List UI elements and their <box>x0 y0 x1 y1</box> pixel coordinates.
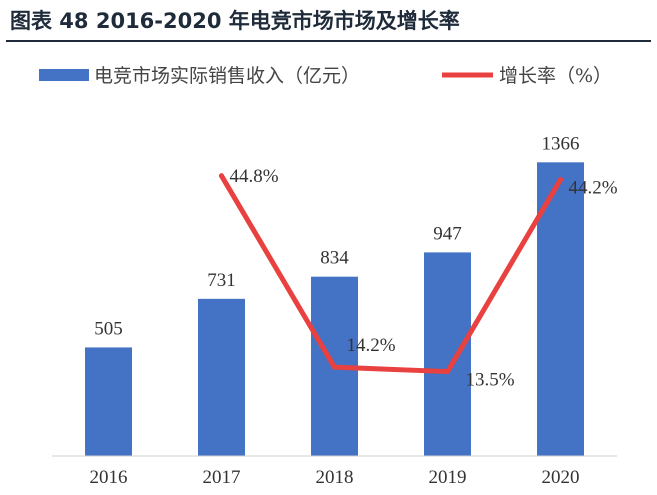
growth-label-2020: 44.2% <box>569 178 618 199</box>
legend: 电竞市场实际销售收入（亿元） 增长率（%） <box>39 65 612 87</box>
growth-line-path <box>219 173 563 375</box>
growth-labels: 44.8% 14.2% 13.5% 44.2% <box>230 166 618 391</box>
legend-bar-swatch <box>39 69 89 81</box>
title-rule <box>6 40 651 42</box>
growth-label-2017: 44.8% <box>230 166 279 187</box>
x-tick-2020: 2020 <box>542 467 580 488</box>
growth-point-2018 <box>332 364 337 370</box>
bar-label-2020: 1366 <box>542 133 580 154</box>
legend-bar-label: 电竞市场实际销售收入（亿元） <box>94 65 360 87</box>
bar-2016 <box>85 347 132 456</box>
bar-labels: 505 731 834 947 1366 <box>94 133 579 339</box>
bar-2019 <box>424 252 471 456</box>
bar-label-2017: 731 <box>207 270 236 291</box>
growth-point-2017 <box>219 173 224 179</box>
growth-label-2018: 14.2% <box>347 335 396 356</box>
x-tick-2017: 2017 <box>203 467 241 488</box>
x-tick-2019: 2019 <box>429 467 467 488</box>
growth-line <box>219 173 563 375</box>
bars <box>85 162 584 456</box>
x-ticks: 2016 2017 2018 2019 2020 <box>90 467 580 488</box>
figure-title: 图表 48 2016-2020 年电竞市场市场及增长率 <box>10 9 460 33</box>
growth-label-2019: 13.5% <box>466 370 515 391</box>
x-tick-2018: 2018 <box>316 467 354 488</box>
growth-point-2019 <box>445 369 450 375</box>
bar-2017 <box>198 298 245 456</box>
bar-label-2016: 505 <box>94 318 123 339</box>
legend-line-label: 增长率（%） <box>499 65 612 87</box>
bar-label-2019: 947 <box>433 223 462 244</box>
growth-point-2020 <box>558 177 563 183</box>
x-tick-2016: 2016 <box>90 467 128 488</box>
bar-2020 <box>537 162 584 456</box>
bar-label-2018: 834 <box>320 248 349 269</box>
